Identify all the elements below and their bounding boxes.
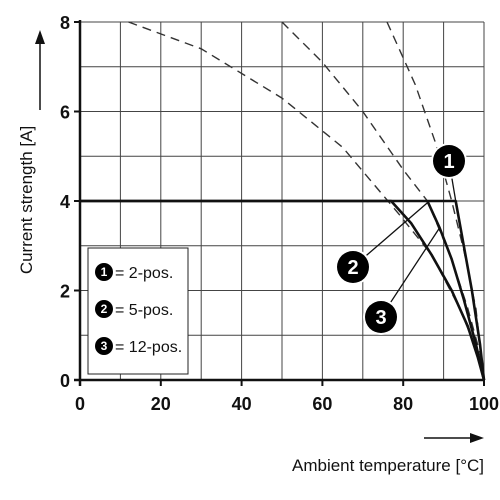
legend: 1 = 2-pos. 2 = 5-pos. 3 = 12-pos. xyxy=(87,247,189,375)
y-tick-label: 6 xyxy=(60,103,70,123)
legend-badge-3: 3 xyxy=(95,337,113,355)
badge-number: 2 xyxy=(101,302,108,316)
badge-circle xyxy=(365,301,397,333)
series-line-1 xyxy=(80,199,486,381)
legend-badge-1: 1 xyxy=(95,263,113,281)
badge-number: 1 xyxy=(101,265,108,279)
tick-labels: 0 20 40 60 80 100 0 2 4 6 8 xyxy=(60,13,499,414)
y-axis-arrow-icon xyxy=(35,30,45,110)
dashed-curve-1 xyxy=(128,21,485,381)
badge-circle xyxy=(95,337,113,355)
x-tick-label: 0 xyxy=(75,394,85,414)
badge-number: 1 xyxy=(443,151,454,173)
y-axis-label: Current strength [A] xyxy=(17,126,36,274)
callout-badge-3: 3 xyxy=(365,301,397,333)
y-tick-label: 2 xyxy=(60,282,70,302)
y-tick-label: 8 xyxy=(60,13,70,33)
legend-label-1: = 2-pos. xyxy=(115,265,173,282)
badge-circle xyxy=(337,251,369,283)
callout-badge-1: 1 xyxy=(433,145,465,177)
badge-circle xyxy=(433,145,465,177)
x-arrow-head xyxy=(470,433,484,443)
x-axis-label: Ambient temperature [°C] xyxy=(292,456,484,475)
legend-label-3: = 12-pos. xyxy=(115,339,182,356)
badge-number: 3 xyxy=(375,307,386,329)
x-tick-label: 80 xyxy=(393,394,413,414)
badge-circle xyxy=(95,300,113,318)
x-axis-arrow-icon xyxy=(424,433,484,443)
x-tick-label: 40 xyxy=(232,394,252,414)
y-arrow-head xyxy=(35,30,45,44)
legend-badge-2: 2 xyxy=(95,300,113,318)
x-tick-label: 60 xyxy=(312,394,332,414)
badge-circle xyxy=(95,263,113,281)
series-line-2 xyxy=(80,199,486,381)
callouts: 1 2 3 xyxy=(335,143,467,335)
y-tick-label: 4 xyxy=(60,192,70,212)
legend-label-2: = 5-pos. xyxy=(115,302,173,319)
callout-badge-2: 2 xyxy=(337,251,369,283)
badge-number: 3 xyxy=(101,339,108,353)
badge-number: 2 xyxy=(347,257,358,279)
series-line-3 xyxy=(426,200,486,381)
x-tick-label: 100 xyxy=(469,394,499,414)
x-tick-label: 20 xyxy=(151,394,171,414)
y-tick-label: 0 xyxy=(60,371,70,391)
curves xyxy=(80,21,486,381)
axes xyxy=(74,20,485,386)
